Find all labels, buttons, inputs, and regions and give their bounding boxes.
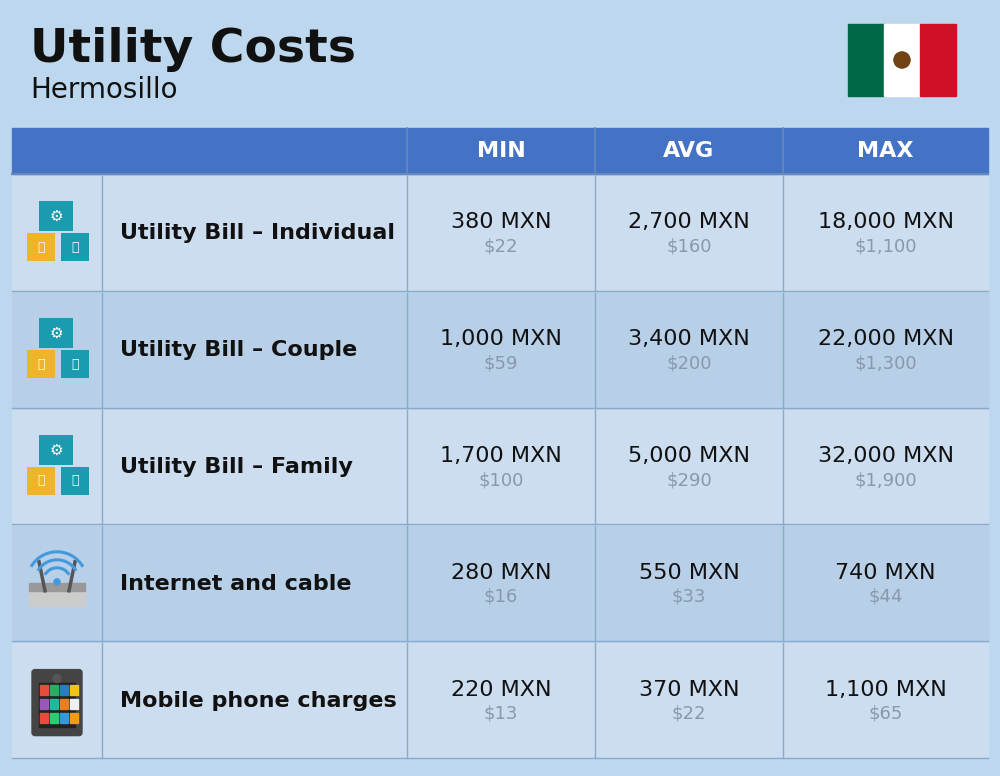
Text: Utility Bill – Individual: Utility Bill – Individual: [120, 223, 395, 244]
Text: Mobile phone charges: Mobile phone charges: [120, 691, 397, 711]
Text: $33: $33: [672, 587, 706, 606]
Bar: [61, 350, 89, 378]
Bar: [884, 24, 920, 96]
Bar: [12, 128, 988, 174]
Bar: [70, 684, 78, 695]
Text: $44: $44: [868, 587, 903, 606]
Bar: [61, 234, 89, 262]
Text: ⚙: ⚙: [49, 442, 63, 458]
Text: $200: $200: [666, 354, 712, 372]
Bar: [50, 684, 58, 695]
Text: $290: $290: [666, 471, 712, 489]
FancyBboxPatch shape: [32, 670, 82, 736]
Text: MIN: MIN: [477, 141, 525, 161]
Text: $22: $22: [672, 705, 706, 722]
Bar: [70, 712, 78, 722]
Bar: [12, 526, 988, 641]
Bar: [39, 683, 75, 726]
Bar: [12, 293, 988, 407]
Bar: [920, 24, 956, 96]
Bar: [27, 350, 55, 378]
Bar: [12, 643, 988, 758]
Text: 💧: 💧: [71, 241, 79, 254]
Text: 550 MXN: 550 MXN: [639, 563, 739, 583]
Text: 380 MXN: 380 MXN: [451, 213, 551, 232]
Bar: [12, 176, 988, 291]
Text: $16: $16: [484, 587, 518, 606]
Text: $100: $100: [478, 471, 524, 489]
Text: 🔌: 🔌: [37, 474, 45, 487]
Text: $65: $65: [868, 705, 903, 722]
Bar: [12, 410, 988, 525]
Text: 18,000 MXN: 18,000 MXN: [818, 213, 954, 232]
Text: Hermosillo: Hermosillo: [30, 76, 178, 104]
Text: 370 MXN: 370 MXN: [639, 680, 739, 700]
Bar: [60, 698, 68, 708]
Bar: [40, 698, 48, 708]
Circle shape: [53, 674, 61, 683]
Text: 2,700 MXN: 2,700 MXN: [628, 213, 750, 232]
Bar: [39, 202, 73, 231]
Circle shape: [54, 579, 60, 585]
Text: 3,400 MXN: 3,400 MXN: [628, 329, 750, 349]
Text: 💧: 💧: [71, 358, 79, 371]
Text: MAX: MAX: [857, 141, 914, 161]
Text: 1,700 MXN: 1,700 MXN: [440, 446, 562, 466]
Text: $1,900: $1,900: [854, 471, 917, 489]
Bar: [50, 712, 58, 722]
Text: 🔌: 🔌: [37, 358, 45, 371]
Text: 280 MXN: 280 MXN: [451, 563, 551, 583]
Text: $59: $59: [484, 354, 518, 372]
Text: Utility Bill – Couple: Utility Bill – Couple: [120, 340, 357, 360]
Bar: [39, 435, 73, 465]
Text: 1,100 MXN: 1,100 MXN: [825, 680, 946, 700]
Text: 🔌: 🔌: [37, 241, 45, 254]
Bar: [60, 684, 68, 695]
Text: $1,300: $1,300: [854, 354, 917, 372]
Text: Internet and cable: Internet and cable: [120, 573, 352, 594]
Bar: [61, 467, 89, 495]
Text: $13: $13: [484, 705, 518, 722]
Text: ⚙: ⚙: [49, 209, 63, 224]
Bar: [60, 712, 68, 722]
Bar: [40, 712, 48, 722]
Bar: [39, 318, 73, 348]
Bar: [27, 467, 55, 495]
Text: Utility Bill – Family: Utility Bill – Family: [120, 457, 353, 477]
Bar: [40, 684, 48, 695]
Bar: [70, 698, 78, 708]
Bar: [29, 583, 85, 591]
Text: AVG: AVG: [663, 141, 715, 161]
Text: 740 MXN: 740 MXN: [835, 563, 936, 583]
Bar: [29, 591, 85, 606]
Circle shape: [894, 52, 910, 68]
Text: 5,000 MXN: 5,000 MXN: [628, 446, 750, 466]
Text: $1,100: $1,100: [854, 237, 917, 255]
Text: ⚙: ⚙: [49, 326, 63, 341]
Text: 22,000 MXN: 22,000 MXN: [818, 329, 954, 349]
Text: 1,000 MXN: 1,000 MXN: [440, 329, 562, 349]
Text: $22: $22: [484, 237, 518, 255]
Text: 💧: 💧: [71, 474, 79, 487]
Bar: [50, 698, 58, 708]
Bar: [848, 24, 884, 96]
Text: 32,000 MXN: 32,000 MXN: [818, 446, 954, 466]
Text: 220 MXN: 220 MXN: [451, 680, 551, 700]
Bar: [27, 234, 55, 262]
Text: Utility Costs: Utility Costs: [30, 27, 356, 72]
Text: $160: $160: [666, 237, 712, 255]
